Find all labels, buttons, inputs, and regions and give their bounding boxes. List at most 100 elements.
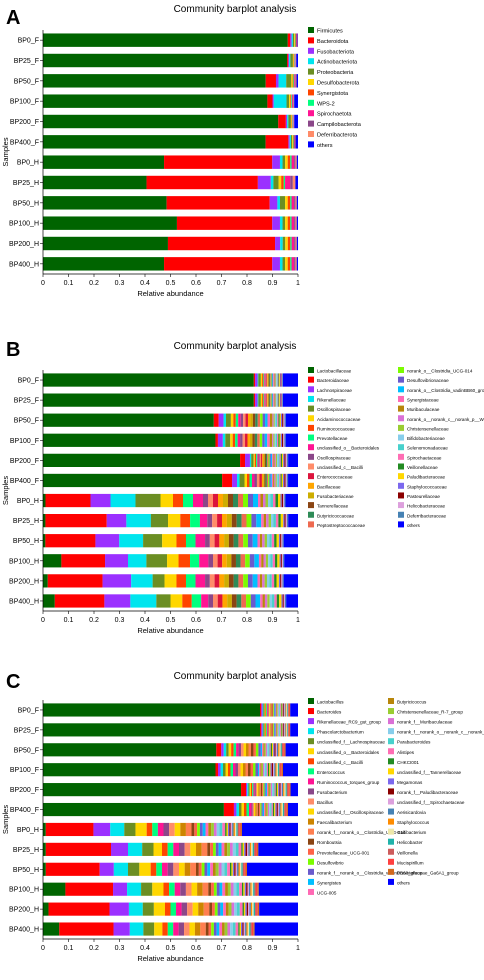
legend-label: Lactobacillaceae <box>317 369 352 374</box>
bar-segment <box>254 473 257 488</box>
bar-segment <box>168 514 181 528</box>
legend-label: unclassified_f__Tannerellaceae <box>397 770 462 775</box>
bar-segment <box>243 743 247 757</box>
bar-segment <box>169 822 175 837</box>
bar-segment <box>257 783 259 797</box>
bar-segment <box>263 393 265 407</box>
bar-segment <box>253 922 255 936</box>
bar-segment <box>282 802 285 817</box>
legend-label: unclassified_o__Bacteroidales <box>317 446 380 451</box>
bar-segment <box>213 493 218 508</box>
bar-segment <box>243 882 245 896</box>
bar-segment <box>288 473 298 488</box>
legend-swatch <box>308 492 314 499</box>
legend-label: Butyricicoccaceae <box>317 513 354 518</box>
bar-segment <box>265 453 268 467</box>
bar-segment <box>259 473 262 488</box>
bar-segment <box>251 922 254 936</box>
bar-segment <box>276 534 279 548</box>
bar-segment <box>173 862 179 876</box>
legend-swatch <box>388 778 394 785</box>
legend-swatch <box>398 502 404 509</box>
bar-segment <box>274 534 277 548</box>
bar-segment <box>214 902 218 916</box>
bar-segment <box>283 473 285 488</box>
bar-segment <box>280 493 282 508</box>
bar-segment <box>269 802 271 817</box>
bar-segment <box>264 802 266 817</box>
bar-segment <box>253 373 256 387</box>
bar-segment <box>276 594 280 608</box>
category-label: BP400_F <box>10 478 39 485</box>
bar-segment <box>274 723 276 737</box>
legend-item: Rikenellaceae <box>308 395 346 402</box>
bar-segment <box>43 74 266 88</box>
bar-segment <box>278 514 281 528</box>
bar-segment <box>289 53 291 68</box>
legend-label: Spirochaetaceae <box>407 455 442 460</box>
bar-segment <box>247 433 250 447</box>
bar-segment <box>247 534 253 548</box>
bar-segment <box>273 393 275 407</box>
legend-label: Fusobacteriota <box>317 49 355 55</box>
bar-segment <box>212 514 218 528</box>
bar-segment <box>263 554 266 568</box>
bar-segment <box>173 493 183 508</box>
bar-segment <box>200 922 206 936</box>
bar-segment <box>275 723 277 737</box>
bar-segment <box>264 373 265 387</box>
legend-item: Pasteurellaceae <box>398 492 440 499</box>
legend-label: Fusobacteriaceae <box>317 494 354 499</box>
bar-segment <box>212 902 215 916</box>
bar-segment <box>274 802 276 817</box>
legend-item: Bifidobacteriaceae <box>398 434 445 441</box>
bar-segment <box>262 703 264 717</box>
bar-segment <box>284 723 285 737</box>
bar-segment <box>290 783 298 797</box>
bar-segment <box>242 902 244 916</box>
bar-segment <box>278 453 280 467</box>
bar-segment <box>267 413 270 427</box>
bar-segment <box>294 155 296 169</box>
bar-segment <box>273 493 276 508</box>
chart-title: Community barplot analysis <box>174 341 297 352</box>
legend-label: Enterococcus <box>317 770 346 775</box>
bar-segment <box>280 763 282 777</box>
legend-swatch <box>308 110 314 117</box>
bar-segment <box>235 842 239 856</box>
legend-item: Megamonas <box>388 778 423 785</box>
bar-segment <box>255 743 259 757</box>
bar-segment <box>279 554 281 568</box>
legend-item: Paludibacteraceae <box>398 473 445 480</box>
bar-segment <box>221 514 227 528</box>
bar-segment <box>297 33 298 47</box>
bar-segment <box>270 473 272 488</box>
bar-segment <box>143 534 163 548</box>
legend-item: unclassified_f__Lachnospiraceae <box>308 738 385 745</box>
bar-segment <box>253 743 256 757</box>
bar-segment <box>230 763 233 777</box>
bar-segment <box>256 453 258 467</box>
legend-item: Synergistota <box>308 89 349 97</box>
bar-segment <box>243 763 246 777</box>
bar-segment <box>278 763 280 777</box>
bar-segment <box>191 882 198 896</box>
category-label: BP100_F <box>10 438 39 445</box>
bar-segment <box>230 922 233 936</box>
bar-segment <box>259 783 261 797</box>
bar-segment <box>277 433 279 447</box>
bar-segment <box>280 554 282 568</box>
category-label: BP200_F <box>10 458 39 465</box>
bar-segment <box>252 783 254 797</box>
legend-item: others <box>308 141 333 149</box>
bar-segment <box>284 493 286 508</box>
bar-segment <box>288 53 290 68</box>
bar-segment <box>269 453 271 467</box>
legend-label: Desulfobacterota <box>317 81 360 87</box>
bar-segment <box>267 433 270 447</box>
bar-segment <box>253 882 255 896</box>
legend-item: norank_o__norank_c__norank_p__WPS-2 <box>398 415 484 422</box>
legend-item: Prevotellaceae_UCG-001 <box>308 848 370 855</box>
bar-segment <box>255 373 258 387</box>
bar-segment <box>43 574 48 588</box>
